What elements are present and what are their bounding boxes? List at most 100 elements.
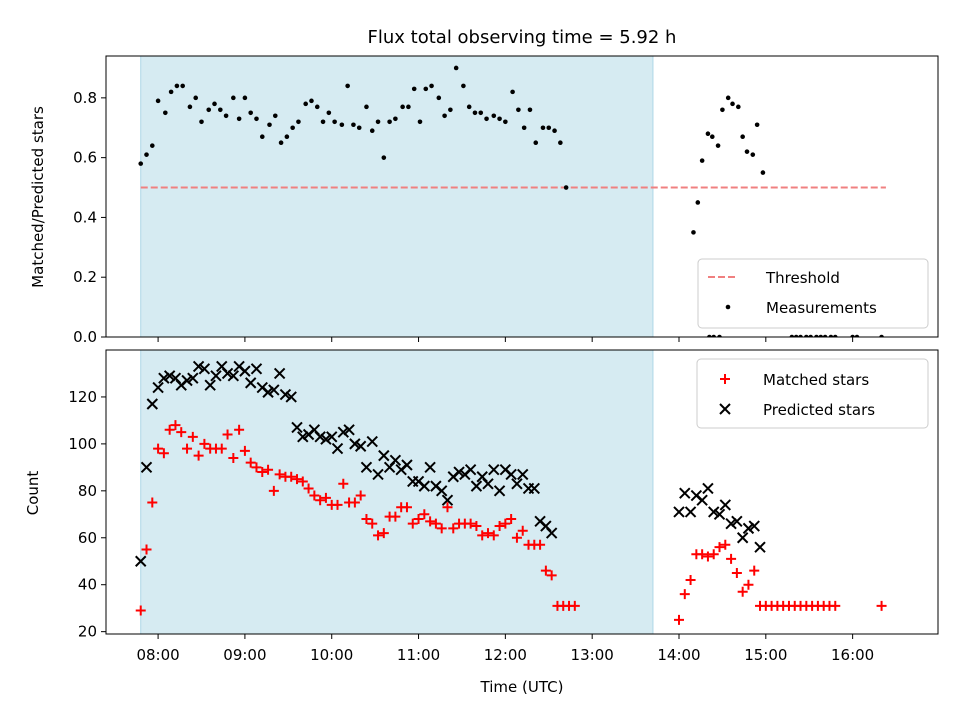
legend-matched-label: Matched stars [763, 371, 869, 389]
data-point [366, 435, 378, 448]
data-point [448, 107, 453, 113]
data-point [314, 431, 326, 443]
data-point [699, 158, 705, 163]
y-tick-label: 80 [78, 482, 97, 500]
data-point [263, 464, 274, 475]
data-point [713, 508, 726, 521]
plot-area [138, 56, 886, 337]
data-point [140, 461, 153, 474]
data-point [297, 431, 309, 443]
data-point [708, 549, 719, 560]
y-tick-label: 0.8 [73, 89, 97, 107]
data-point [744, 149, 750, 154]
data-point [354, 440, 367, 452]
data-point [798, 334, 803, 337]
y-tick-label: 0.6 [73, 149, 97, 167]
data-point [546, 570, 557, 581]
data-point [540, 565, 551, 576]
data-point [505, 468, 517, 481]
data-point [168, 89, 174, 95]
data-point [198, 363, 211, 375]
data-point [152, 381, 164, 394]
data-point [291, 474, 302, 485]
data-point [830, 600, 841, 611]
data-point [274, 469, 285, 480]
data-point [401, 502, 412, 513]
data-point [511, 532, 522, 543]
data-point [552, 128, 557, 134]
data-point [309, 490, 320, 501]
x-tick-label: 11:00 [397, 646, 440, 664]
data-point [715, 143, 721, 148]
data-point [390, 511, 401, 522]
data-point [351, 122, 356, 128]
data-point [320, 119, 326, 125]
data-point [488, 530, 499, 541]
y-tick-label: 20 [78, 623, 97, 641]
data-point [228, 452, 239, 463]
data-point [176, 427, 187, 438]
x-tick-label: 09:00 [223, 646, 266, 664]
data-point [754, 541, 766, 553]
legend-predicted-label: Predicted stars [763, 401, 875, 419]
top-y-axis-label: Matched/Predicted stars [29, 106, 47, 288]
data-point [540, 125, 546, 131]
data-point [147, 497, 158, 508]
y-tick-label: 60 [78, 529, 97, 547]
data-point [477, 530, 488, 541]
x-axis-label: Time (UTC) [480, 678, 564, 696]
data-point [367, 518, 378, 529]
legend-threshold-label: Threshold [765, 269, 840, 287]
data-point [441, 494, 454, 506]
data-point [381, 155, 387, 160]
data-point [488, 463, 500, 476]
y-tick-label: 100 [68, 435, 97, 453]
data-point [378, 449, 390, 462]
data-point [372, 468, 384, 481]
data-point [227, 370, 240, 382]
data-point [315, 495, 326, 506]
data-point [290, 125, 295, 131]
data-point [517, 525, 528, 536]
data-point [742, 522, 755, 535]
data-point [466, 104, 472, 110]
data-point [153, 443, 164, 454]
data-point [373, 530, 384, 541]
data-point [406, 104, 411, 110]
data-point [417, 119, 423, 125]
data-point [754, 122, 760, 128]
data-point [187, 431, 198, 442]
data-point [222, 429, 233, 440]
data-point [760, 170, 766, 175]
data-point [482, 528, 493, 539]
data-point [470, 480, 483, 492]
data-point [720, 107, 725, 113]
data-point [832, 334, 838, 337]
data-point [425, 516, 436, 527]
data-point [465, 518, 476, 529]
y-tick-label: 0.4 [73, 208, 97, 226]
chart-title: Flux total observing time = 5.92 h [368, 27, 677, 48]
data-point [736, 104, 741, 110]
data-point [545, 527, 558, 539]
data-point [204, 379, 216, 391]
data-point [528, 482, 541, 495]
data-point [245, 457, 256, 468]
data-point [516, 107, 521, 113]
top-panel: 0.0 0.2 0.4 0.6 0.8 Threshold Measurements [73, 55, 939, 346]
data-point [411, 86, 417, 92]
data-point [193, 95, 199, 101]
data-point [375, 119, 381, 125]
data-point [697, 549, 708, 560]
data-point [158, 372, 170, 384]
data-point [278, 140, 284, 145]
legend: Matched stars Predicted stars [696, 358, 929, 429]
data-point [182, 443, 193, 454]
data-point [164, 424, 175, 435]
data-point [320, 492, 331, 503]
data-point [808, 334, 813, 337]
data-point [400, 104, 405, 110]
data-point [239, 365, 251, 377]
observing-interval-shading [140, 350, 654, 634]
